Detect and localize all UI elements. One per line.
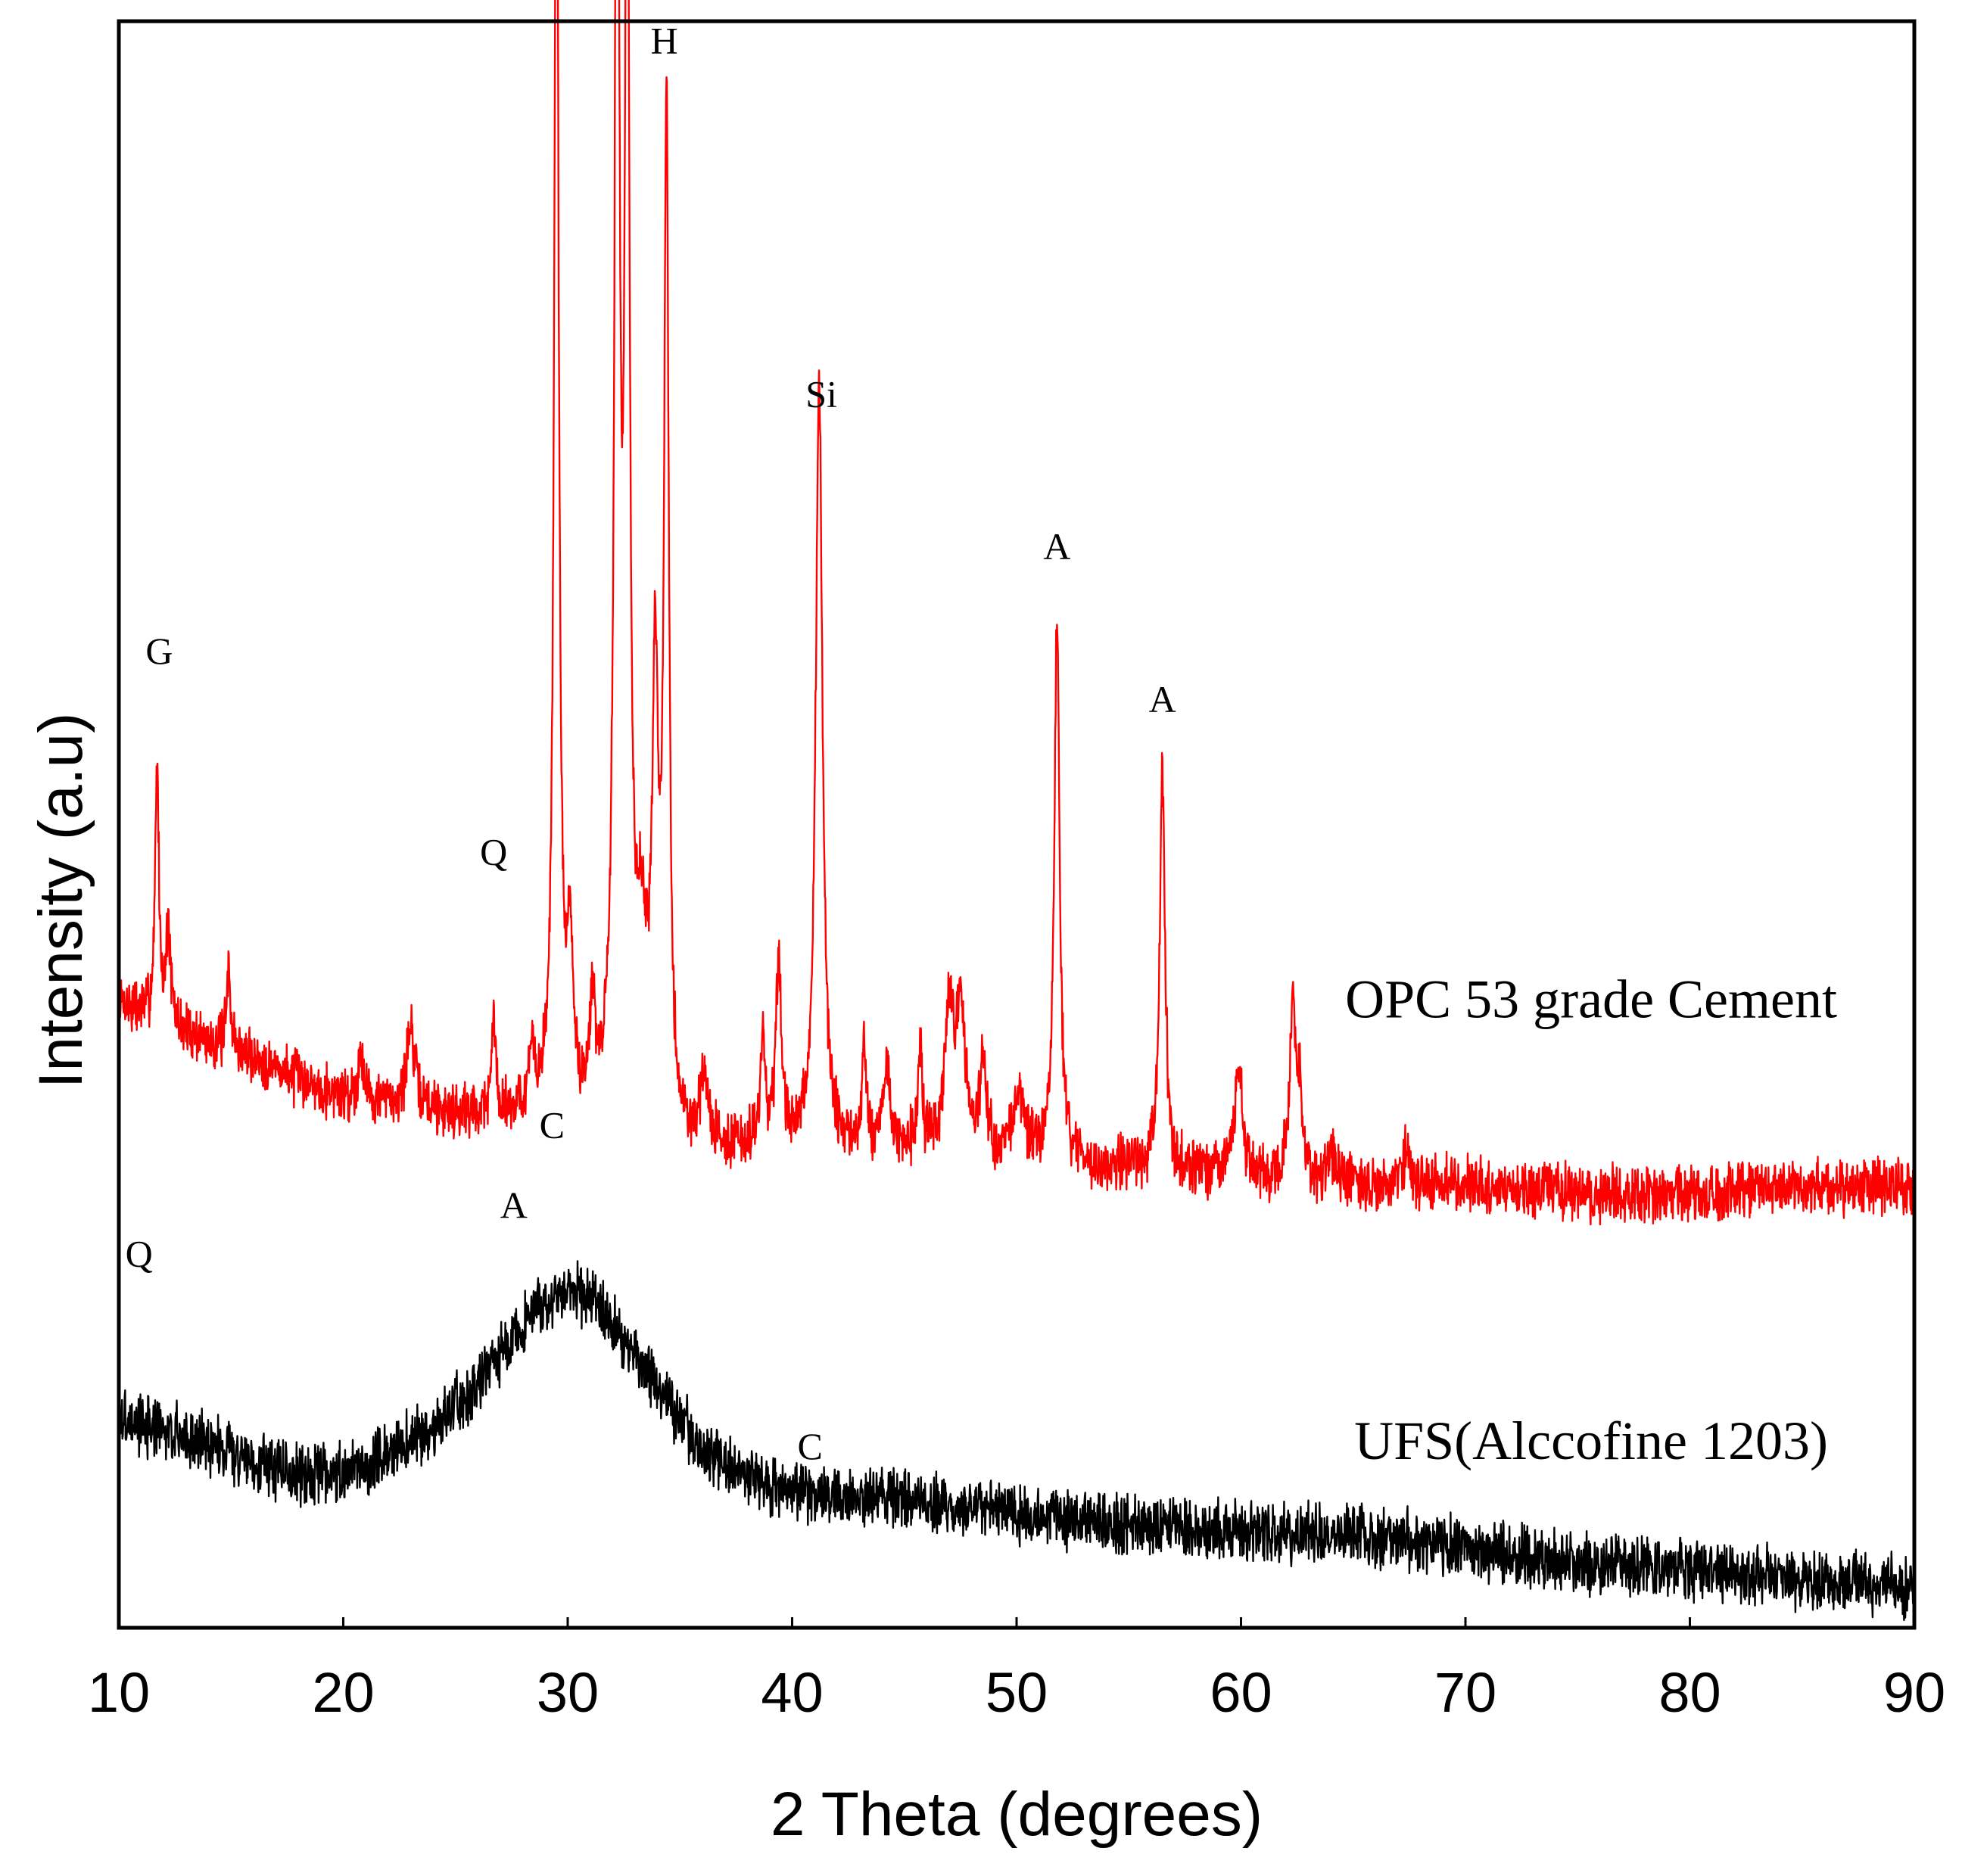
peak-label: A [1043, 525, 1070, 568]
x-tick-label: 80 [1658, 1661, 1721, 1724]
peak-label: Si [805, 373, 837, 415]
x-tick-label: 10 [88, 1661, 150, 1724]
x-axis-label: 2 Theta (degrees) [771, 1780, 1263, 1849]
y-axis-label: Intensity (a.u) [26, 713, 95, 1089]
peak-label: C [798, 1425, 823, 1467]
series-line-1 [117, 0, 1916, 1226]
x-tick-label: 70 [1434, 1661, 1496, 1724]
peak-label: H [650, 19, 677, 61]
peak-label: C [540, 1103, 565, 1146]
peak-label: Q [126, 1232, 153, 1274]
x-tick-label: 50 [986, 1661, 1048, 1724]
x-tick-label: 60 [1210, 1661, 1272, 1724]
peak-label: G [145, 630, 173, 672]
x-tick-label: 40 [761, 1661, 823, 1724]
series-layer [117, 0, 1916, 1621]
peak-label: A [1149, 678, 1176, 720]
peak-label: Q [480, 831, 507, 873]
x-tick-label: 20 [312, 1661, 374, 1724]
x-tick-label: 90 [1883, 1661, 1945, 1724]
series-line-2 [117, 1260, 1916, 1621]
series-label-1: OPC 53 grade Cement [1345, 969, 1837, 1029]
x-tick-label: 30 [537, 1661, 599, 1724]
annotation-layer: GQCACSHHSiAAQACCOPC 53 grade CementUFS(A… [126, 19, 1837, 1471]
x-axis: 10 20 30 40 50 60 70 80 90 [88, 1617, 1945, 1724]
peak-label: A [500, 1184, 528, 1227]
series-label-2: UFS(Alccofine 1203) [1354, 1411, 1828, 1471]
